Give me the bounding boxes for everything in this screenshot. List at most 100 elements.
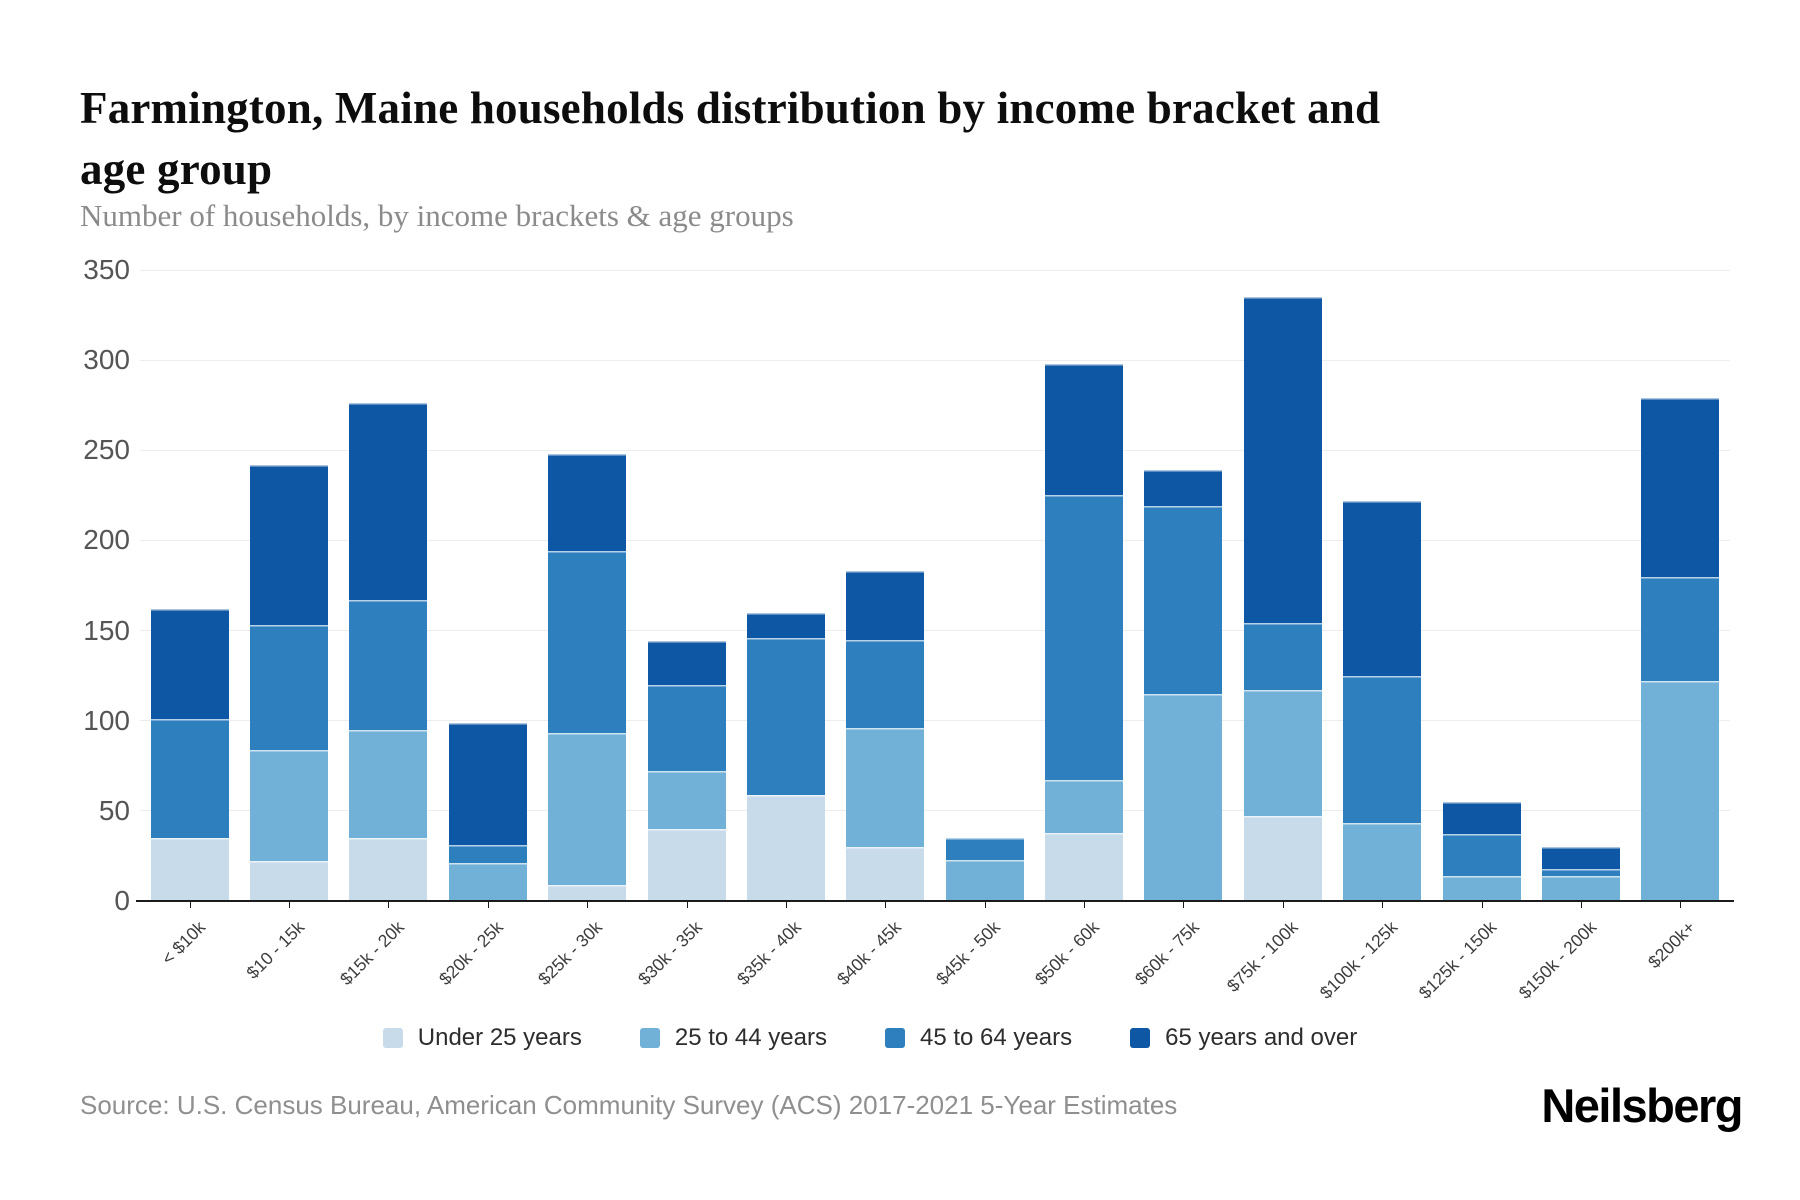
bar-segment[interactable] [846, 639, 925, 728]
bar-slot-15 [1531, 270, 1630, 901]
stacked-bar-$60k - 75k[interactable] [1144, 470, 1223, 901]
bar-segment[interactable] [349, 837, 428, 901]
bar-segment[interactable] [1045, 363, 1124, 496]
bar-segment[interactable] [250, 861, 329, 901]
bar-segment[interactable] [945, 837, 1024, 860]
stacked-bar-< $10k[interactable] [150, 608, 229, 901]
legend-swatch [639, 1028, 660, 1048]
bar-segment[interactable] [1144, 506, 1223, 694]
stacked-bar-$25k - 30k[interactable] [548, 453, 627, 901]
bar-segment[interactable] [647, 641, 726, 685]
bar-segment[interactable] [647, 684, 726, 772]
bar-segment[interactable] [746, 794, 825, 901]
bar-segment[interactable] [647, 828, 726, 901]
stacked-bar-$10 - 15k[interactable] [250, 464, 329, 901]
bar-segment[interactable] [1641, 398, 1720, 577]
bar-segment[interactable] [746, 612, 825, 638]
bar-segment[interactable] [349, 599, 428, 730]
bar-slot-1 [140, 270, 239, 901]
y-axis-label-250: 250 [83, 434, 130, 466]
stacked-bar-$150k - 200k[interactable] [1541, 846, 1620, 901]
stacked-bar-$75k - 100k[interactable] [1243, 297, 1322, 901]
bar-segment[interactable] [1442, 801, 1521, 835]
x-axis-label-$15k - 20k: $15k - 20k [335, 917, 408, 989]
bar-slot-6 [637, 270, 736, 901]
y-axis-label-350: 350 [83, 254, 130, 285]
bar-segment[interactable] [448, 845, 527, 864]
x-axis-tick [1481, 901, 1483, 908]
x-axis-tick [1680, 901, 1682, 908]
bar-segment[interactable] [846, 571, 925, 640]
x-axis-line [136, 900, 1734, 902]
stacked-bar-$30k - 35k[interactable] [647, 641, 726, 901]
stacked-bar-$45k - 50k[interactable] [945, 837, 1024, 901]
bar-slot-14 [1432, 270, 1531, 901]
stacked-bar-$15k - 20k[interactable] [349, 403, 428, 901]
bar-segment[interactable] [448, 722, 527, 846]
x-axis-label-$35k - 40k: $35k - 40k [733, 917, 806, 989]
legend-item-3[interactable]: 45 to 64 years [884, 1024, 1072, 1052]
legend-label: 65 years and over [1165, 1024, 1358, 1051]
stacked-bar-$100k - 125k[interactable] [1343, 500, 1422, 901]
bar-segment[interactable] [349, 403, 428, 600]
bar-segment[interactable] [1243, 623, 1322, 691]
bar-segment[interactable] [1442, 834, 1521, 876]
bar-segment[interactable] [846, 727, 925, 847]
bar-segment[interactable] [548, 733, 627, 885]
bar-segment[interactable] [150, 608, 229, 719]
bar-segment[interactable] [150, 718, 229, 838]
x-axis-label-$125k - 150k: $125k - 150k [1415, 917, 1501, 1003]
bar-segment[interactable] [1243, 816, 1322, 901]
bar-segment[interactable] [1144, 693, 1223, 901]
x-axis-tick [1382, 901, 1384, 908]
bar-segment[interactable] [1641, 576, 1720, 682]
bar-segment[interactable] [746, 637, 825, 795]
stacked-bar-$200k+[interactable] [1641, 398, 1720, 901]
bar-segment[interactable] [1541, 868, 1620, 876]
gridline-y300 [140, 359, 1730, 361]
bar-segment[interactable] [150, 837, 229, 901]
legend-label: 25 to 44 years [674, 1024, 827, 1051]
bar-slot-3 [339, 270, 438, 901]
bar-segment[interactable] [1641, 681, 1720, 901]
bar-segment[interactable] [1343, 675, 1422, 824]
bar-segment[interactable] [1045, 780, 1124, 833]
bar-segment[interactable] [1343, 500, 1422, 676]
legend-item-1[interactable]: Under 25 years [382, 1024, 582, 1052]
stacked-bar-$125k - 150k[interactable] [1442, 801, 1521, 901]
bar-segment[interactable] [548, 453, 627, 552]
bar-segment[interactable] [448, 863, 527, 901]
bar-segment[interactable] [1243, 690, 1322, 817]
bar-segment[interactable] [349, 729, 428, 838]
legend-item-4[interactable]: 65 years and over [1130, 1024, 1357, 1052]
bar-segment[interactable] [1541, 875, 1620, 901]
stacked-bar-$50k - 60k[interactable] [1045, 363, 1124, 901]
bar-segment[interactable] [1144, 470, 1223, 507]
y-axis-label-200: 200 [83, 524, 130, 556]
x-axis-label-$60k - 75k: $60k - 75k [1130, 917, 1203, 989]
x-axis-tick [1282, 901, 1284, 908]
x-axis-label-$20k - 25k: $20k - 25k [435, 917, 507, 989]
bar-segment[interactable] [647, 771, 726, 829]
stacked-bar-$20k - 25k[interactable] [448, 722, 527, 901]
gridline-y100 [140, 720, 1730, 722]
bar-segment[interactable] [250, 625, 329, 750]
bar-segment[interactable] [945, 859, 1024, 901]
bar-segment[interactable] [548, 551, 627, 734]
x-axis-label-$150k - 200k: $150k - 200k [1514, 917, 1601, 1003]
legend-item-2[interactable]: 25 to 44 years [639, 1024, 827, 1052]
bar-segment[interactable] [1442, 875, 1521, 901]
bar-segment[interactable] [1541, 846, 1620, 869]
bar-segment[interactable] [1045, 832, 1124, 901]
bar-segment[interactable] [250, 749, 329, 862]
bar-slot-9 [935, 270, 1034, 901]
bar-segment[interactable] [548, 884, 627, 901]
bar-segment[interactable] [1243, 297, 1322, 624]
stacked-bar-$35k - 40k[interactable] [746, 612, 825, 901]
bar-segment[interactable] [250, 464, 329, 626]
gridline-y250 [140, 449, 1730, 451]
bar-segment[interactable] [1045, 495, 1124, 781]
bar-segment[interactable] [1343, 823, 1422, 901]
bar-segment[interactable] [846, 846, 925, 901]
stacked-bar-$40k - 45k[interactable] [846, 571, 925, 901]
